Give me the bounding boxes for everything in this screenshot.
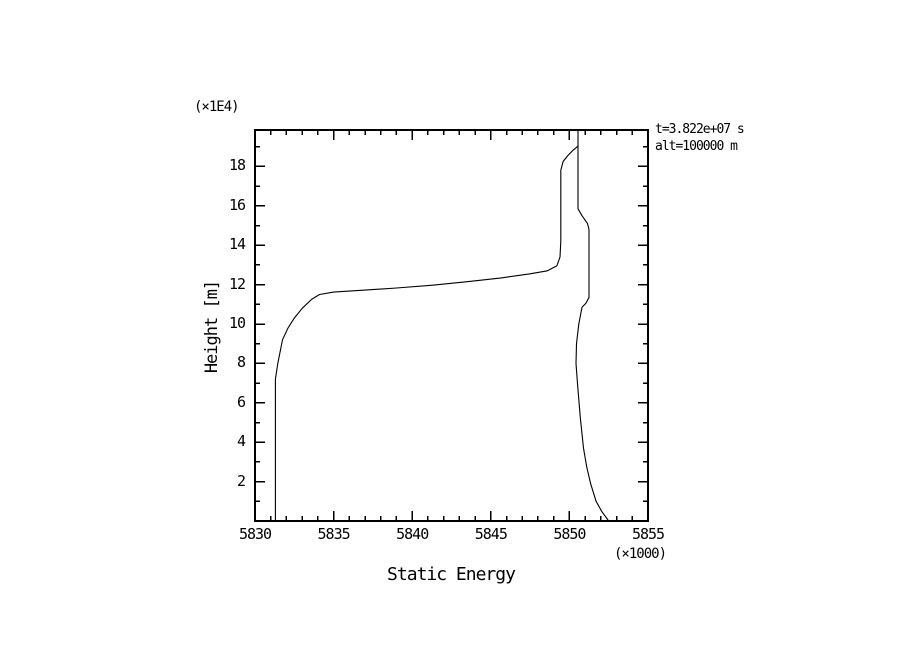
- annotation-altitude: alt=100000 m: [655, 139, 738, 154]
- x-axis-multiplier: (×1000): [613, 546, 667, 562]
- y-tick-label: 8: [236, 353, 246, 372]
- y-tick-label: 14: [228, 235, 246, 254]
- y-tick-label: 2: [236, 471, 246, 490]
- x-tick-label: 5835: [317, 525, 351, 543]
- x-axis-title: Static Energy: [387, 564, 516, 585]
- plot-frame: [254, 129, 649, 522]
- y-tick-label: 6: [236, 392, 246, 411]
- annotation-time: t=3.822e+07 s: [655, 122, 745, 137]
- x-tick-label: 5840: [396, 525, 429, 543]
- y-tick-label: 4: [236, 432, 246, 451]
- y-tick-label: 10: [228, 314, 246, 333]
- y-tick-label: 16: [228, 195, 246, 214]
- y-tick-label: 12: [228, 274, 246, 293]
- x-tick-label: 5830: [238, 525, 272, 543]
- x-tick-label: 5855: [631, 525, 665, 543]
- y-axis-multiplier: (×1E4): [194, 99, 240, 115]
- x-tick-label: 5845: [474, 525, 508, 543]
- x-tick-label: 5850: [553, 525, 586, 543]
- series-lower-profile: [274, 145, 579, 522]
- y-tick-label: 18: [228, 156, 246, 175]
- series-upper-profile: [575, 129, 610, 522]
